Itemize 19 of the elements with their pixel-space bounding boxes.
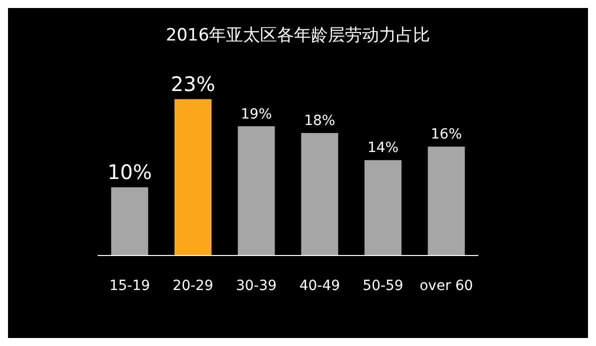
x-tick-label: 30-39 <box>236 278 277 294</box>
x-tick-label: 50-59 <box>362 278 404 294</box>
x-tick-label: 15-19 <box>109 278 150 294</box>
data-label: 10% <box>107 160 152 184</box>
bar <box>174 99 212 255</box>
x-tick-label: over 60 <box>420 278 474 294</box>
data-label: 19% <box>240 106 272 122</box>
x-tick-label: 20-29 <box>172 278 214 294</box>
data-label: 23% <box>170 72 216 96</box>
bar <box>364 160 402 255</box>
x-tick-label: 40-49 <box>299 278 340 294</box>
bar <box>428 146 465 255</box>
bar <box>111 187 148 255</box>
bar <box>238 126 275 255</box>
bar <box>301 133 338 255</box>
chart-title: 2016年亚太区各年龄层劳动力占比 <box>166 26 430 46</box>
data-label: 18% <box>304 113 336 130</box>
data-label: 16% <box>430 126 462 143</box>
data-label: 14% <box>367 140 399 156</box>
